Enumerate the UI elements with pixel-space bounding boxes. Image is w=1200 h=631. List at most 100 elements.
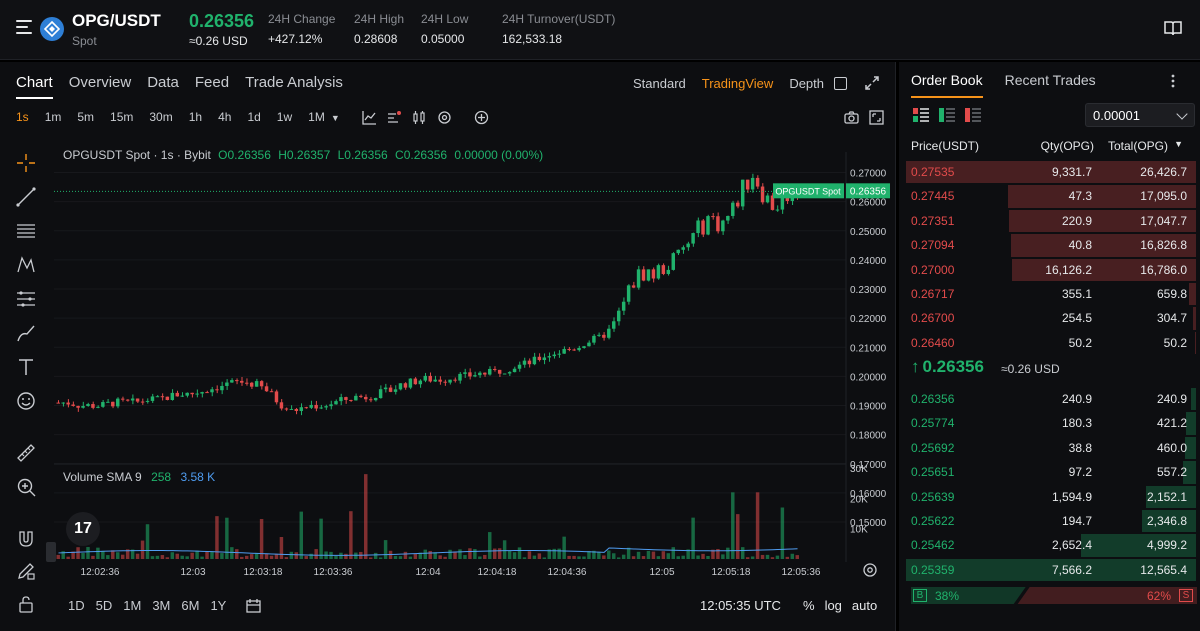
timeframe-1M[interactable]: 1M ▼ bbox=[308, 110, 340, 124]
bid-row[interactable]: 0.25462 2,652.4 4,999.2 bbox=[899, 533, 1200, 557]
depth-bar bbox=[906, 161, 1196, 184]
bid-row[interactable]: 0.25639 1,594.9 2,152.1 bbox=[899, 485, 1200, 509]
timeframe-4h[interactable]: 4h bbox=[218, 110, 232, 124]
horizontal-lines-icon[interactable] bbox=[14, 219, 38, 243]
ask-row[interactable]: 0.26700 254.5 304.7 bbox=[899, 306, 1200, 330]
bid-row[interactable]: 0.26356 240.9 240.9 bbox=[899, 387, 1200, 411]
ask-row[interactable]: 0.27445 47.3 17,095.0 bbox=[899, 184, 1200, 208]
more-icon[interactable] bbox=[1171, 74, 1175, 88]
scale-log[interactable]: log bbox=[824, 598, 842, 613]
ask-row[interactable]: 0.26717 355.1 659.8 bbox=[899, 282, 1200, 306]
brush-icon[interactable] bbox=[14, 321, 38, 345]
ask-row[interactable]: 0.26460 50.2 50.2 bbox=[899, 331, 1200, 355]
tab-trade-analysis[interactable]: Trade Analysis bbox=[245, 74, 343, 91]
timeframe-30m[interactable]: 30m bbox=[149, 110, 173, 124]
price-chart[interactable]: 0.27000 0.26000 0.25000 0.24000 0.23000 0.220… bbox=[0, 62, 896, 590]
header-total[interactable]: Total(OPG) bbox=[1107, 139, 1168, 153]
tab-recent-trades[interactable]: Recent Trades bbox=[1004, 72, 1096, 88]
view-tradingview[interactable]: TradingView bbox=[701, 76, 774, 91]
calendar-icon[interactable] bbox=[245, 598, 263, 614]
range-1y[interactable]: 1Y bbox=[210, 598, 227, 613]
ask-row[interactable]: 0.27535 9,331.7 26,426.7 bbox=[899, 160, 1200, 184]
expand-icon[interactable] bbox=[864, 75, 880, 91]
timeframe-5m[interactable]: 5m bbox=[77, 110, 95, 124]
range-1m[interactable]: 1M bbox=[123, 598, 142, 613]
tab-chart[interactable]: Chart bbox=[16, 74, 53, 99]
timeframe-1m[interactable]: 1m bbox=[44, 110, 62, 124]
candle bbox=[572, 349, 576, 351]
volume-bar bbox=[582, 556, 586, 559]
tradingview-logo[interactable]: 17 bbox=[66, 512, 100, 546]
tab-order-book[interactable]: Order Book bbox=[911, 72, 983, 98]
precision-select[interactable]: 0.00001 bbox=[1085, 103, 1195, 127]
volume-bar bbox=[661, 551, 666, 559]
ask-row[interactable]: 0.27000 16,126.2 16,786.0 bbox=[899, 258, 1200, 282]
volume-bar bbox=[309, 553, 313, 559]
bid-row[interactable]: 0.25359 7,566.2 12,565.4 bbox=[899, 558, 1200, 582]
ask-row[interactable]: 0.27094 40.8 16,826.8 bbox=[899, 233, 1200, 257]
fullscreen-icon[interactable] bbox=[869, 110, 884, 125]
scale-percent[interactable]: % bbox=[803, 598, 815, 613]
bid-row[interactable]: 0.25774 180.3 421.2 bbox=[899, 411, 1200, 435]
volume-bar bbox=[736, 514, 740, 559]
ask-total: 26,426.7 bbox=[1140, 165, 1187, 179]
menu-icon[interactable] bbox=[16, 20, 32, 34]
magnet-icon[interactable] bbox=[14, 527, 38, 551]
candle bbox=[244, 382, 249, 384]
gear-icon[interactable] bbox=[437, 110, 452, 125]
collapse-toolbar-handle[interactable] bbox=[46, 542, 56, 562]
emoji-icon[interactable] bbox=[14, 389, 38, 413]
candle bbox=[760, 186, 765, 203]
fib-icon[interactable] bbox=[14, 287, 38, 311]
range-1d[interactable]: 1D bbox=[68, 598, 85, 613]
camera-icon[interactable] bbox=[844, 110, 859, 125]
pattern-icon[interactable] bbox=[14, 253, 38, 277]
view-both-icon[interactable] bbox=[913, 108, 929, 122]
volume-bar bbox=[111, 550, 115, 559]
tab-overview[interactable]: Overview bbox=[68, 74, 132, 91]
candle-type-icon[interactable] bbox=[412, 110, 427, 125]
tab-data[interactable]: Data bbox=[147, 74, 179, 91]
range-6m[interactable]: 6M bbox=[181, 598, 200, 613]
text-icon[interactable] bbox=[14, 355, 38, 379]
timeframe-15m[interactable]: 15m bbox=[110, 110, 134, 124]
pencil-lock-icon[interactable] bbox=[14, 559, 38, 583]
sort-down-icon[interactable]: ▼ bbox=[1174, 139, 1183, 149]
view-standard[interactable]: Standard bbox=[633, 76, 686, 91]
book-icon[interactable] bbox=[1164, 20, 1182, 36]
alert-icon[interactable] bbox=[387, 110, 402, 125]
crosshair-icon[interactable] bbox=[14, 151, 38, 175]
zoom-in-icon[interactable] bbox=[14, 475, 38, 499]
bid-row[interactable]: 0.25651 97.2 557.2 bbox=[899, 460, 1200, 484]
view-bids-only-icon[interactable] bbox=[939, 108, 955, 122]
bid-row[interactable]: 0.25622 194.7 2,346.8 bbox=[899, 509, 1200, 533]
add-icon[interactable] bbox=[474, 110, 489, 125]
volume-bar bbox=[512, 552, 517, 559]
last-price: 0.26356 bbox=[189, 11, 255, 31]
range-3m[interactable]: 3M bbox=[152, 598, 171, 613]
indicator-icon[interactable] bbox=[362, 110, 377, 125]
timeframe-1h[interactable]: 1h bbox=[188, 110, 203, 124]
trend-line-icon[interactable] bbox=[14, 185, 38, 209]
timeframe-1s[interactable]: 1s bbox=[16, 110, 29, 124]
timeframe-1w[interactable]: 1w bbox=[276, 110, 293, 124]
candle bbox=[289, 408, 294, 410]
price-tag-symbol-box bbox=[773, 183, 844, 199]
scale-auto[interactable]: auto bbox=[851, 598, 878, 613]
pair-name[interactable]: OPG/USDT bbox=[72, 11, 161, 30]
bid-row[interactable]: 0.25692 38.8 460.0 bbox=[899, 436, 1200, 460]
range-5d[interactable]: 5D bbox=[95, 598, 113, 613]
utc-time[interactable]: 12:05:35 UTC bbox=[700, 598, 781, 613]
tab-feed[interactable]: Feed bbox=[194, 74, 230, 91]
axis-settings-icon[interactable] bbox=[862, 562, 878, 578]
lock-icon[interactable] bbox=[14, 592, 38, 616]
candle bbox=[542, 357, 547, 361]
view-asks-only-icon[interactable] bbox=[965, 108, 981, 122]
ruler-icon[interactable] bbox=[14, 441, 38, 465]
ask-row[interactable]: 0.27351 220.9 17,047.7 bbox=[899, 209, 1200, 233]
candle bbox=[750, 177, 755, 190]
timeframe-1d[interactable]: 1d bbox=[247, 110, 261, 124]
view-depth[interactable]: Depth bbox=[789, 76, 825, 91]
checkbox[interactable] bbox=[834, 77, 847, 90]
volume-bar bbox=[150, 556, 155, 559]
